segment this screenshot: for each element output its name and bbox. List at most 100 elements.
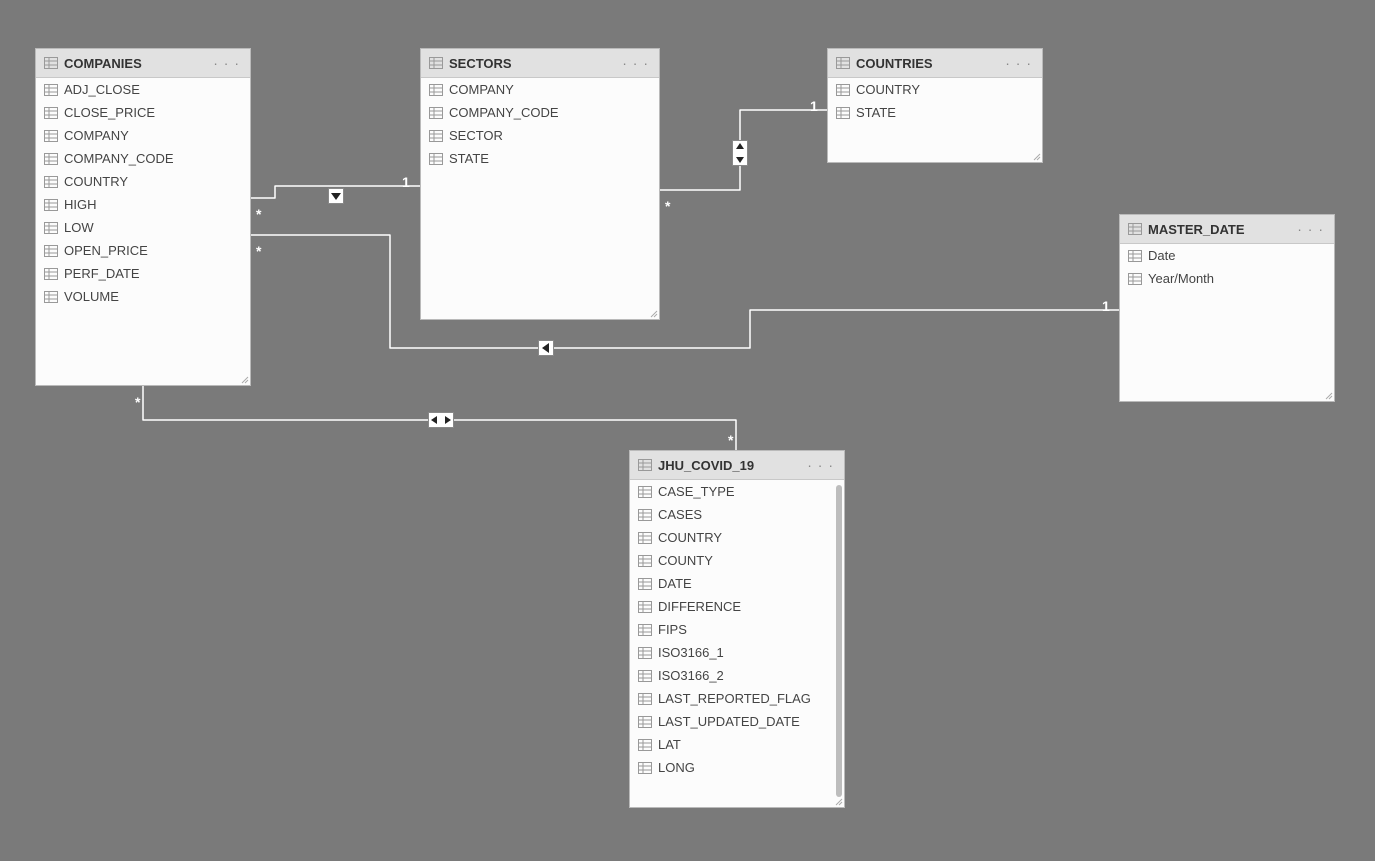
resize-handle[interactable]: [1033, 153, 1041, 161]
field-row[interactable]: ADJ_CLOSE: [36, 78, 250, 101]
field-row[interactable]: LOW: [36, 216, 250, 239]
field-row[interactable]: LAST_UPDATED_DATE: [630, 710, 844, 733]
field-row[interactable]: CASES: [630, 503, 844, 526]
field-row[interactable]: COMPANY_CODE: [421, 101, 659, 124]
field-icon: [836, 84, 850, 96]
field-icon: [638, 647, 652, 659]
field-label: COUNTRY: [856, 82, 920, 97]
field-label: VOLUME: [64, 289, 119, 304]
field-icon: [638, 762, 652, 774]
more-options-icon[interactable]: · · ·: [1295, 221, 1326, 237]
filter-direction-icon[interactable]: [732, 140, 748, 166]
field-row[interactable]: ISO3166_1: [630, 641, 844, 664]
field-row[interactable]: Year/Month: [1120, 267, 1334, 290]
filter-direction-icon[interactable]: [428, 412, 454, 428]
field-row[interactable]: LAST_REPORTED_FLAG: [630, 687, 844, 710]
field-label: Year/Month: [1148, 271, 1214, 286]
field-row[interactable]: PERF_DATE: [36, 262, 250, 285]
field-icon: [638, 509, 652, 521]
field-row[interactable]: OPEN_PRICE: [36, 239, 250, 262]
field-label: COMPANY_CODE: [64, 151, 174, 166]
filter-direction-icon[interactable]: [538, 340, 554, 356]
field-row[interactable]: COUNTRY: [36, 170, 250, 193]
field-icon: [1128, 250, 1142, 262]
more-options-icon[interactable]: · · ·: [805, 457, 836, 473]
field-row[interactable]: HIGH: [36, 193, 250, 216]
field-row[interactable]: LONG: [630, 756, 844, 779]
table-header[interactable]: MASTER_DATE · · ·: [1120, 215, 1334, 244]
table-header[interactable]: SECTORS · · ·: [421, 49, 659, 78]
field-row[interactable]: COMPANY: [36, 124, 250, 147]
field-icon: [429, 84, 443, 96]
cardinality-to: 1: [402, 174, 410, 190]
field-row[interactable]: LAT: [630, 733, 844, 756]
relationship-companies-master_date[interactable]: [251, 235, 1119, 348]
field-icon: [44, 176, 58, 188]
field-label: COMPANY_CODE: [449, 105, 559, 120]
field-label: COMPANY: [449, 82, 514, 97]
field-label: LONG: [658, 760, 695, 775]
field-row[interactable]: COUNTY: [630, 549, 844, 572]
resize-handle[interactable]: [835, 798, 843, 806]
field-icon: [638, 555, 652, 567]
table-header[interactable]: COMPANIES · · ·: [36, 49, 250, 78]
field-row[interactable]: DATE: [630, 572, 844, 595]
field-row[interactable]: FIPS: [630, 618, 844, 641]
more-options-icon[interactable]: · · ·: [211, 55, 242, 71]
field-icon: [638, 693, 652, 705]
field-label: ISO3166_2: [658, 668, 724, 683]
field-icon: [638, 578, 652, 590]
field-row[interactable]: Date: [1120, 244, 1334, 267]
erd-canvas[interactable]: COMPANIES · · · ADJ_CLOSECLOSE_PRICECOMP…: [0, 0, 1375, 861]
resize-handle[interactable]: [650, 310, 658, 318]
table-title: JHU_COVID_19: [658, 458, 799, 473]
table-jhu-covid-19[interactable]: JHU_COVID_19 · · · CASE_TYPE CASES COUNTRY…: [629, 450, 845, 808]
field-label: STATE: [856, 105, 896, 120]
cardinality-from: *: [135, 394, 140, 410]
scrollbar[interactable]: [836, 485, 842, 797]
field-icon: [638, 624, 652, 636]
cardinality-to: 1: [1102, 298, 1110, 314]
table-sectors[interactable]: SECTORS · · · COMPANYCOMPANY_CODESECTORS…: [420, 48, 660, 320]
field-row[interactable]: STATE: [421, 147, 659, 170]
field-icon: [44, 130, 58, 142]
field-label: DATE: [658, 576, 692, 591]
field-row[interactable]: SECTOR: [421, 124, 659, 147]
table-header[interactable]: COUNTRIES · · ·: [828, 49, 1042, 78]
field-label: CASES: [658, 507, 702, 522]
field-icon: [429, 130, 443, 142]
field-list: CASE_TYPE CASES COUNTRYCOUNTY DATE DIFFERENC…: [630, 480, 844, 807]
field-row[interactable]: DIFFERENCE: [630, 595, 844, 618]
table-icon: [638, 459, 652, 471]
field-label: ADJ_CLOSE: [64, 82, 140, 97]
field-row[interactable]: ISO3166_2: [630, 664, 844, 687]
field-icon: [1128, 273, 1142, 285]
field-icon: [44, 199, 58, 211]
cardinality-from: *: [256, 206, 261, 222]
resize-handle[interactable]: [241, 376, 249, 384]
more-options-icon[interactable]: · · ·: [1003, 55, 1034, 71]
field-row[interactable]: COMPANY: [421, 78, 659, 101]
field-icon: [638, 601, 652, 613]
field-row[interactable]: COUNTRY: [828, 78, 1042, 101]
field-row[interactable]: CASE_TYPE: [630, 480, 844, 503]
table-icon: [44, 57, 58, 69]
field-row[interactable]: CLOSE_PRICE: [36, 101, 250, 124]
field-row[interactable]: VOLUME: [36, 285, 250, 308]
field-icon: [44, 268, 58, 280]
field-row[interactable]: COUNTRY: [630, 526, 844, 549]
resize-handle[interactable]: [1325, 392, 1333, 400]
more-options-icon[interactable]: · · ·: [620, 55, 651, 71]
table-title: SECTORS: [449, 56, 614, 71]
filter-direction-icon[interactable]: [328, 188, 344, 204]
table-countries[interactable]: COUNTRIES · · · COUNTRY STATE: [827, 48, 1043, 163]
table-companies[interactable]: COMPANIES · · · ADJ_CLOSECLOSE_PRICECOMP…: [35, 48, 251, 386]
field-row[interactable]: STATE: [828, 101, 1042, 124]
field-icon: [44, 107, 58, 119]
table-header[interactable]: JHU_COVID_19 · · ·: [630, 451, 844, 480]
field-label: LAST_REPORTED_FLAG: [658, 691, 811, 706]
cardinality-from: *: [665, 198, 670, 214]
table-master-date[interactable]: MASTER_DATE · · · Date Year/Month: [1119, 214, 1335, 402]
field-label: LAST_UPDATED_DATE: [658, 714, 800, 729]
field-row[interactable]: COMPANY_CODE: [36, 147, 250, 170]
